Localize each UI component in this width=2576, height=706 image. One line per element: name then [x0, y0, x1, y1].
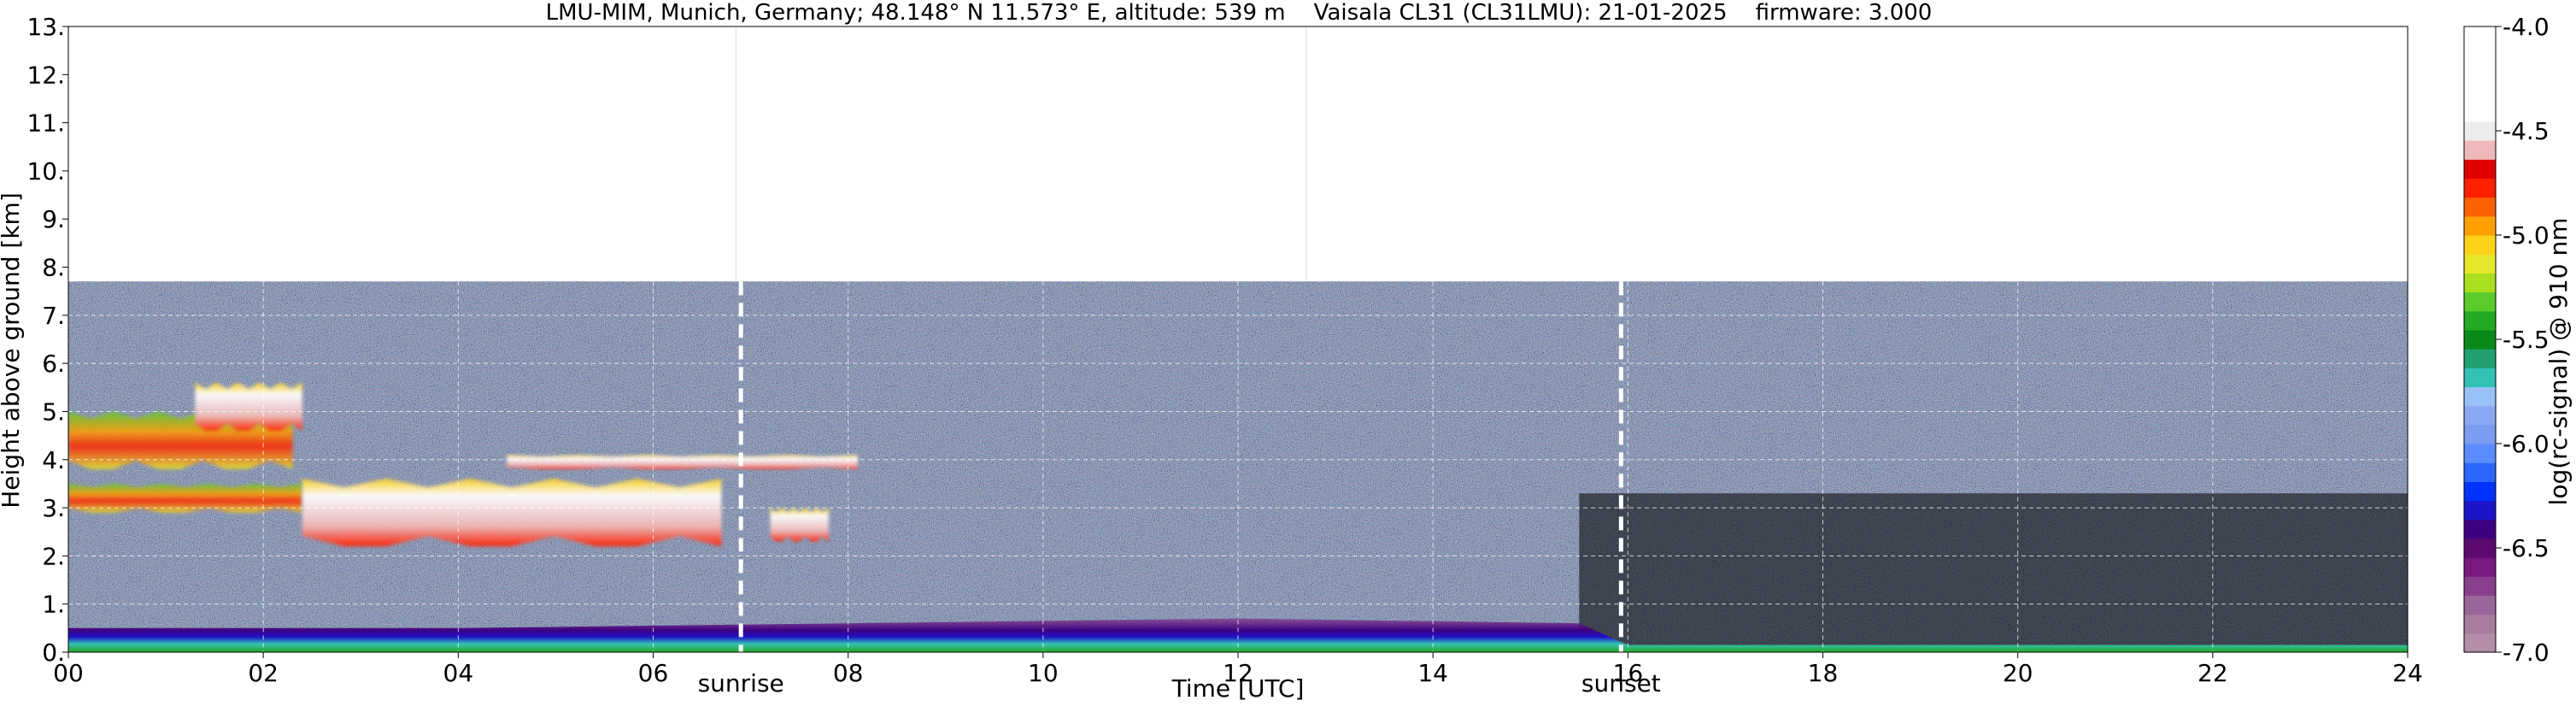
colorbar-swatch [2464, 64, 2496, 85]
y-tick-label: 11. [26, 109, 65, 138]
colorbar-swatch [2464, 26, 2496, 46]
colorbar-swatch [2464, 291, 2496, 312]
y-tick-label: 3. [42, 494, 65, 522]
colorbar-swatch [2464, 235, 2496, 255]
night-low-noise-region [1579, 493, 2408, 652]
y-tick-label: 4. [42, 446, 65, 474]
y-tick-label: 5. [42, 397, 65, 426]
colorbar-swatch [2464, 254, 2496, 274]
colorbar-tick-label: -5.0 [2503, 221, 2550, 250]
x-tick-label: 20 [2003, 659, 2033, 687]
colorbar-swatch [2464, 368, 2496, 388]
x-tick-label: 16 [1613, 659, 1644, 687]
x-tick-label: 24 [2392, 659, 2423, 687]
colorbar-swatch [2464, 444, 2496, 463]
colorbar-swatch [2464, 349, 2496, 368]
colorbar-swatch [2464, 45, 2496, 65]
colorbar: -4.0 -4.5 -5.0 -5.5 -6.0 -6.5 -7.0 [2463, 13, 2550, 667]
cloud-layer [68, 483, 302, 513]
x-axis: 00 02 04 06 08 10 12 14 16 18 20 22 24 [53, 652, 2423, 687]
colorbar-swatch [2464, 595, 2496, 615]
x-tick-label: 08 [833, 659, 864, 687]
cloud-layer [302, 479, 722, 547]
colorbar-swatch [2464, 178, 2496, 198]
colorbar-swatch [2464, 557, 2496, 577]
x-tick-label: 02 [248, 659, 279, 687]
y-tick-label: 10. [26, 157, 65, 185]
x-tick-label: 04 [443, 659, 474, 687]
y-tick-label: 6. [42, 350, 65, 378]
y-tick-label: 0. [42, 638, 65, 667]
x-tick-label: 06 [638, 659, 669, 687]
sun-event-label: sunrise [698, 669, 784, 697]
y-tick-label: 7. [42, 302, 65, 330]
colorbar-tick-label: -4.0 [2503, 13, 2550, 41]
colorbar-swatch [2464, 140, 2496, 160]
colorbar-swatch [2464, 462, 2496, 482]
colorbar-swatch [2464, 481, 2496, 502]
colorbar-swatch [2464, 500, 2496, 521]
colorbar-tick-label: -6.5 [2503, 534, 2550, 562]
colorbar-swatch [2464, 386, 2496, 407]
colorbar-label: log(rc-signal) @ 910 nm [2544, 218, 2573, 506]
colorbar-swatch [2464, 102, 2496, 122]
colorbar-swatch [2464, 329, 2496, 350]
chart-title: LMU-MIM, Munich, Germany; 48.148° N 11.5… [546, 0, 1933, 26]
colorbar-swatch [2464, 519, 2496, 539]
x-axis-label: Time [UTC] [1171, 674, 1305, 703]
colorbar-swatch [2464, 424, 2496, 444]
colorbar-swatch [2464, 310, 2496, 331]
x-tick-label: 12 [1223, 659, 1253, 687]
sun-event-label: sunset [1581, 669, 1661, 697]
cloud-layer [770, 508, 829, 542]
colorbar-swatch [2464, 83, 2496, 103]
x-tick-label: 22 [2198, 659, 2228, 687]
colorbar-tick-label: -7.0 [2503, 638, 2550, 667]
y-tick-label: 1. [42, 591, 65, 619]
colorbar-tick-label: -6.0 [2503, 430, 2550, 458]
x-tick-label: 10 [1028, 659, 1059, 687]
x-tick-label: 00 [53, 659, 84, 687]
sun-annotations: sunrise sunset [698, 281, 1661, 697]
y-tick-label: 9. [42, 205, 65, 233]
colorbar-swatch [2464, 215, 2496, 236]
colorbar-swatch [2464, 197, 2496, 217]
colorbar-swatch [2464, 121, 2496, 141]
cloud-layer [507, 455, 859, 469]
cloud-layer [195, 382, 302, 431]
colorbar-swatch [2464, 405, 2496, 426]
colorbar-tick-label: -5.5 [2503, 326, 2550, 354]
colorbar-swatch [2464, 632, 2496, 653]
colorbar-swatch [2464, 273, 2496, 293]
grid [68, 26, 2408, 652]
y-axis: 0. 1. 2. 3. 4. 5. 6. 7. 8. 9. 10. 11. 12. 13. [26, 13, 68, 667]
cloud-layers [68, 382, 859, 547]
x-tick-label: 18 [1808, 659, 1839, 687]
colorbar-swatch [2464, 538, 2496, 558]
y-tick-label: 12. [26, 61, 65, 89]
colorbar-swatch [2464, 576, 2496, 597]
x-tick-label: 14 [1417, 659, 1448, 687]
y-axis-label: Height above ground [km] [0, 192, 25, 509]
y-tick-label: 8. [42, 254, 65, 282]
y-tick-label: 2. [42, 542, 65, 570]
colorbar-swatch [2464, 614, 2496, 634]
y-tick-label: 13. [26, 13, 65, 41]
colorbar-tick-label: -4.5 [2503, 117, 2550, 145]
colorbar-swatch [2464, 159, 2496, 179]
